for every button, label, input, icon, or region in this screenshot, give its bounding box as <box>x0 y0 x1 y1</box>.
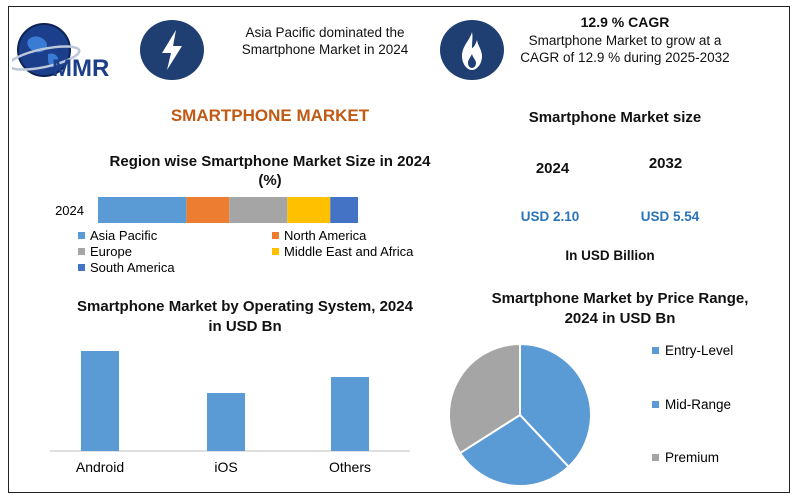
price-legend-label-entry-level: Entry-Level <box>665 343 733 358</box>
region-legend-swatch-4 <box>78 264 85 271</box>
region-legend-swatch-2 <box>78 248 85 255</box>
cagr-title: 12.9 % CAGR <box>580 14 670 30</box>
cagr-text: Smartphone Market to grow at a CAGR of 1… <box>520 33 730 65</box>
region-legend-label-0: Asia Pacific <box>90 228 158 243</box>
price-legend-swatch-2 <box>652 454 659 461</box>
price-legend-swatch-0 <box>652 347 659 354</box>
region-bar-segment-3 <box>287 197 331 223</box>
market-size-year-2032: 2032 <box>648 155 683 172</box>
price-legend-label-mid-range: Mid-Range <box>665 397 731 412</box>
infographic-frame <box>8 6 790 493</box>
region-category-label: 2024 <box>55 203 84 218</box>
globe-icon <box>7 23 81 77</box>
region-bar-segment-0 <box>98 197 187 223</box>
os-tick-label-ios: iOS <box>214 459 237 475</box>
region-legend-label-3: Middle East and Africa <box>284 244 414 259</box>
os-bar-chart: Android iOS Others <box>50 351 410 475</box>
flame-icon <box>440 20 504 80</box>
region-legend-swatch-0 <box>78 232 85 239</box>
os-bar-ios <box>207 393 245 451</box>
price-slice-premium <box>448 342 521 455</box>
region-legend-label-2: Europe <box>90 244 132 259</box>
price-chart-title: Smartphone Market by Price Range, 2024 i… <box>491 290 749 327</box>
mmr-logo: MMR <box>7 14 132 86</box>
lightning-icon <box>140 20 204 80</box>
market-size-value-2024: USD 2.10 <box>520 209 580 224</box>
market-size-title: Smartphone Market size <box>528 109 702 126</box>
os-tick-label-android: Android <box>76 459 124 475</box>
region-bar-segment-2 <box>229 197 288 223</box>
os-chart-title: Smartphone Market by Operating System, 2… <box>77 298 413 335</box>
region-legend-swatch-3 <box>272 248 279 255</box>
price-legend-swatch-1 <box>652 401 659 408</box>
os-bar-android <box>81 351 119 451</box>
region-chart-title: Region wise Smartphone Market Size in 20… <box>109 153 431 189</box>
region-bar-segment-1 <box>186 197 230 223</box>
market-size-year-2024: 2024 <box>535 160 570 177</box>
price-legend-label-premium: Premium <box>665 450 719 465</box>
market-size-value-2032: USD 5.54 <box>640 209 700 224</box>
logo-text: MMR <box>52 55 109 82</box>
price-slice-mid-range <box>458 413 571 487</box>
region-legend-label-1: North America <box>284 228 367 243</box>
os-tick-label-others: Others <box>329 459 371 475</box>
price-slice-entry-level <box>519 342 592 469</box>
os-bar-others <box>331 377 369 451</box>
region-legend-swatch-1 <box>272 232 279 239</box>
region-bar-segment-4 <box>330 197 358 223</box>
market-size-unit: In USD Billion <box>565 248 655 263</box>
headline-asia-pacific: Asia Pacific dominated the Smartphone Ma… <box>241 25 409 57</box>
region-legend-label-4: South America <box>90 260 175 275</box>
main-title: SMARTPHONE MARKET <box>170 106 370 125</box>
region-stacked-bar-chart: 2024 Asia Pacific North America Europe Middl… <box>55 197 414 275</box>
price-pie-chart: Entry-Level Mid-Range Premium <box>448 342 733 487</box>
